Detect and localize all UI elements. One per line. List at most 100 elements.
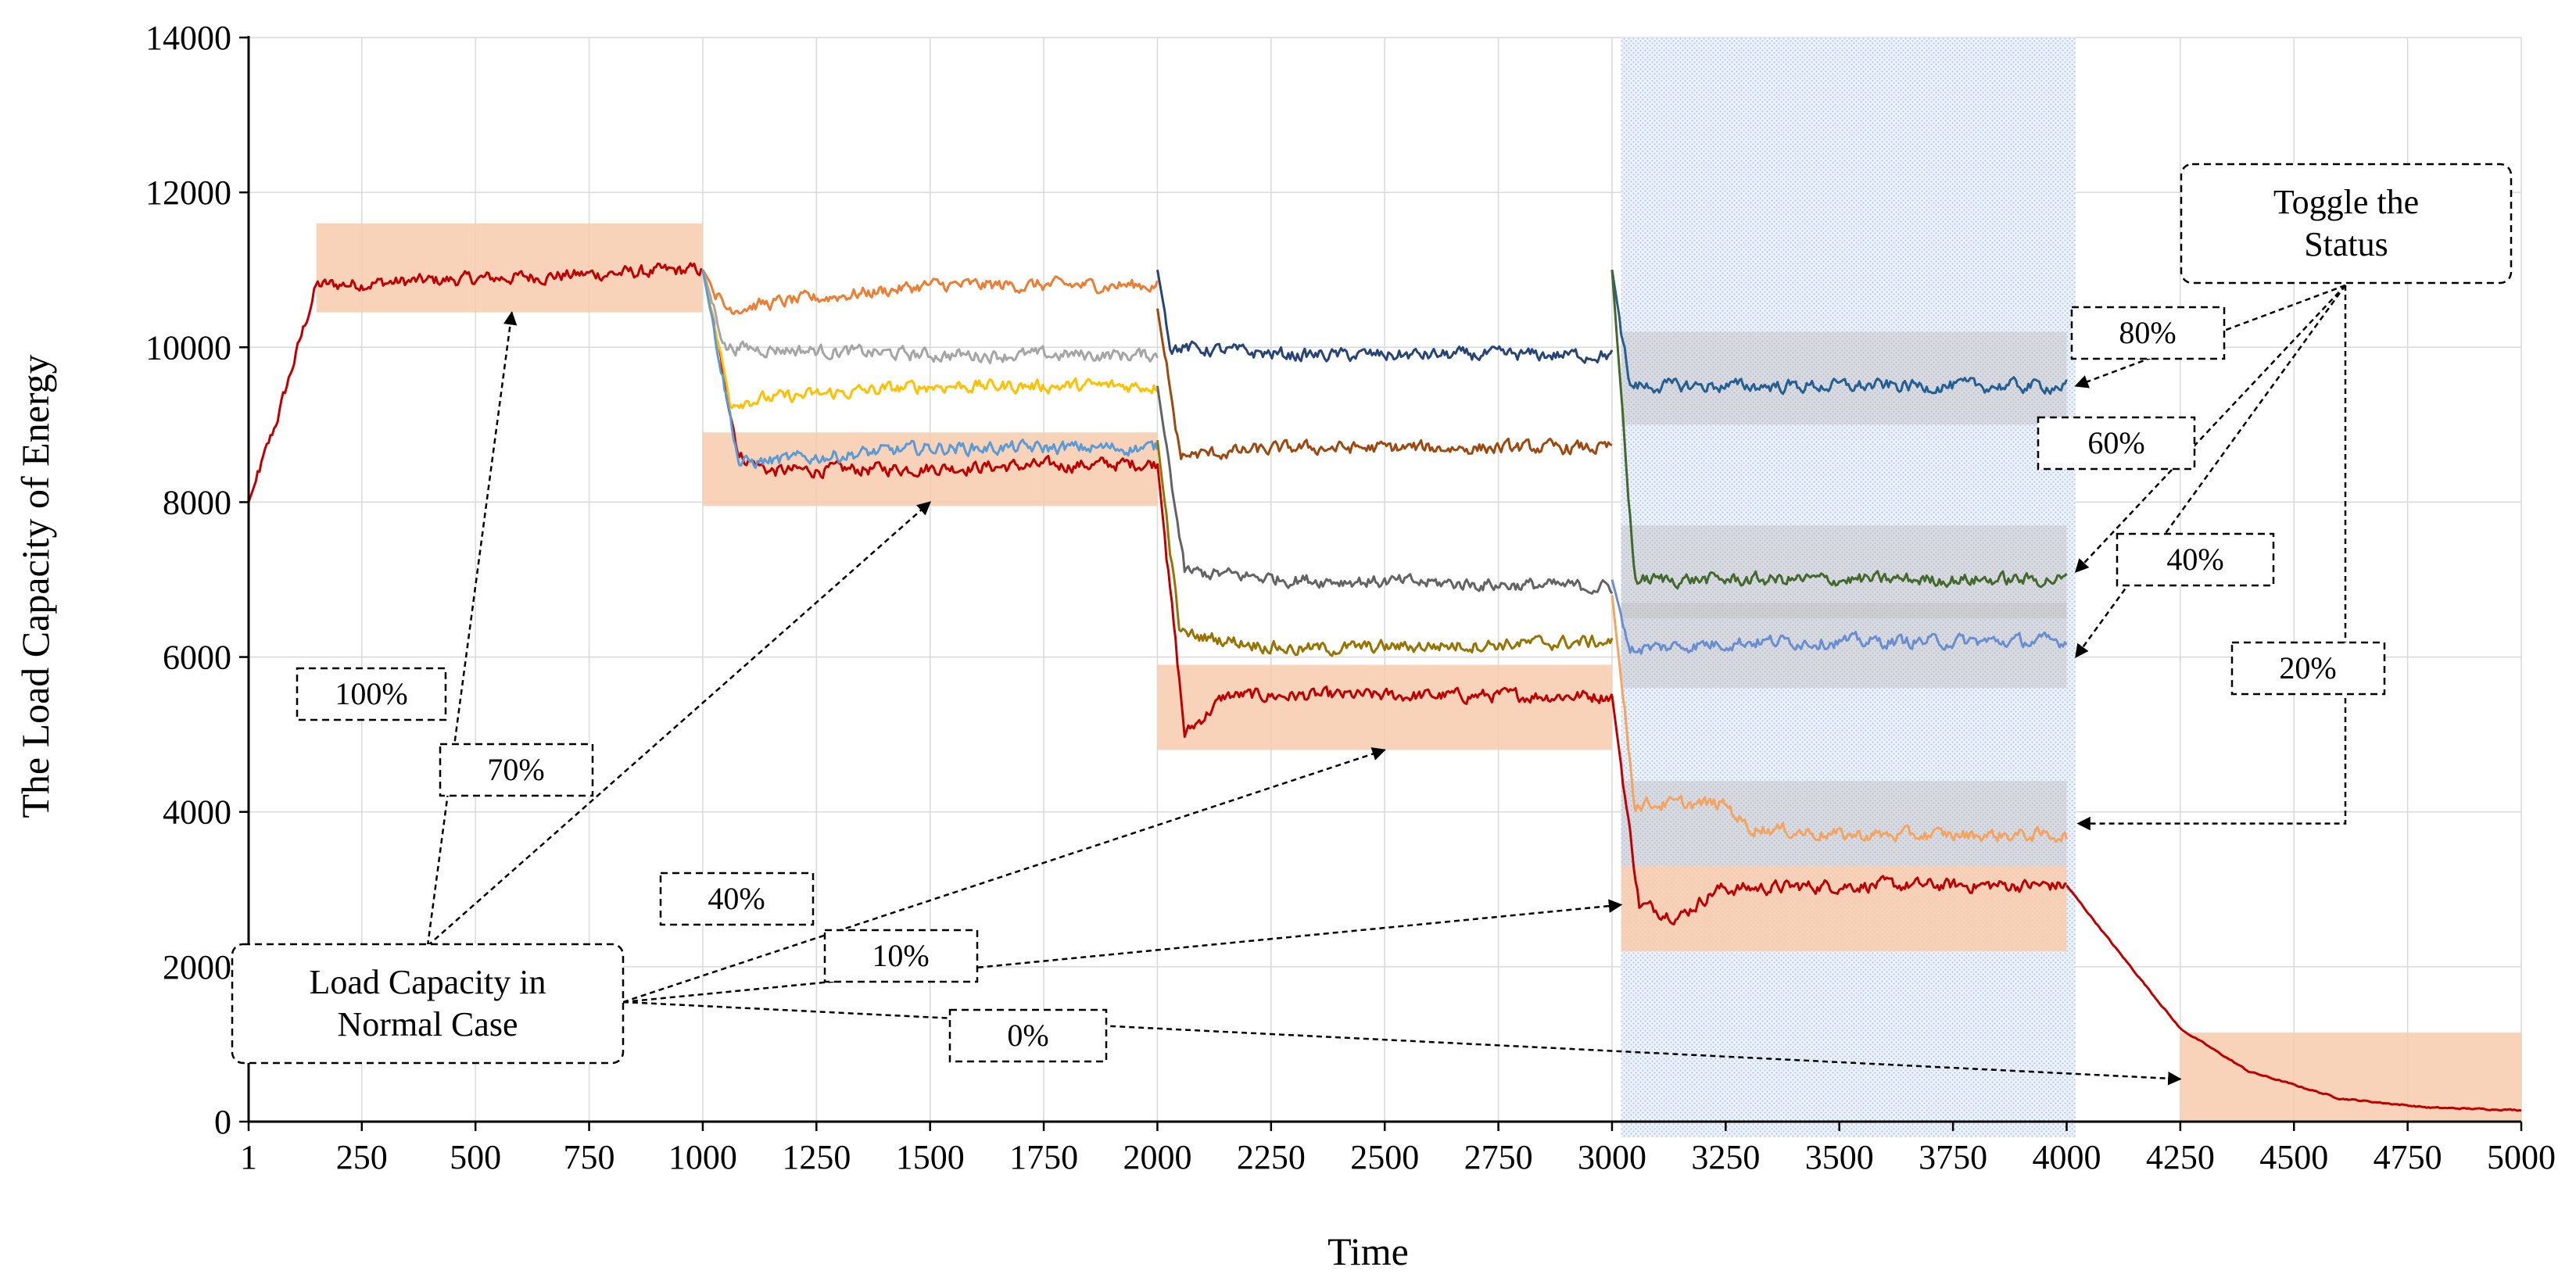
annotation-10-text: 10% [872, 938, 929, 973]
annotation-60: 60% [2037, 416, 2196, 471]
normal-band-0 [2180, 1033, 2521, 1122]
x-tick-label: 3750 [1919, 1138, 1987, 1176]
annotation-arrows [426, 284, 2347, 1086]
series-0 [247, 262, 2522, 1112]
normal-band-100 [316, 223, 703, 313]
annotation-toggle: Toggle the Status [2180, 163, 2513, 285]
normal-band-10 [1621, 866, 2067, 952]
annotation-70-text: 70% [487, 752, 544, 787]
series-11 [1610, 579, 2068, 655]
x-tick-label: 5000 [2487, 1138, 2556, 1176]
series-10 [1610, 270, 2068, 590]
series-8 [1156, 440, 1614, 657]
series-7-segment-0 [1156, 385, 1614, 595]
series-0-segment-2 [1156, 463, 1614, 739]
arrow-to-20 [2076, 285, 2347, 831]
annotation-100: 100% [296, 667, 447, 721]
series-12-segment-0 [1610, 595, 2068, 843]
y-tick-label: 14000 [145, 19, 231, 57]
series-4-segment-0 [701, 269, 1159, 470]
x-tick-label: 1750 [1009, 1138, 1078, 1176]
x-axis-title: Time [1327, 1230, 1409, 1273]
arrow-to-40 [622, 747, 1386, 1004]
annotation-0: 0% [948, 1008, 1108, 1063]
x-tick-label: 3250 [1691, 1138, 1760, 1176]
x-tick-label: 250 [336, 1138, 388, 1176]
series-3 [701, 269, 1159, 410]
series-0-segment-4 [2065, 884, 2522, 1112]
series-9-segment-0 [1610, 269, 2068, 396]
x-tick-label: 1000 [668, 1138, 737, 1176]
series-0-segment-3 [1610, 695, 2067, 925]
series-4 [701, 269, 1159, 470]
x-tick-label: 2250 [1237, 1138, 1306, 1176]
annotation-40-normal: 40% [659, 872, 815, 926]
arrow-to-100 [426, 310, 518, 947]
annotation-0-text: 0% [1007, 1018, 1048, 1053]
y-tick-label: 8000 [163, 483, 231, 521]
series-2-segment-0 [701, 269, 1159, 365]
series-0-segment-1 [701, 269, 1159, 479]
toggle-band-40 [1621, 603, 2067, 689]
y-tick-label: 4000 [163, 793, 231, 832]
arrow-to-0 [622, 1000, 2182, 1086]
annotation-toggle-text: Toggle the Status [2273, 183, 2420, 263]
y-tick-label: 12000 [145, 174, 231, 212]
annotation-40-toggle: 40% [2116, 532, 2275, 587]
series-6 [1156, 308, 1613, 460]
highlight-bands [316, 38, 2521, 1137]
axes [239, 36, 2523, 1131]
x-tick-label: 1250 [782, 1138, 851, 1176]
annotation-normal-case: Load Capacity in Normal Case [231, 943, 625, 1065]
series-9 [1610, 269, 2068, 396]
series-8-segment-0 [1156, 440, 1614, 657]
series-5 [1156, 269, 1614, 364]
annotation-40-toggle-text: 40% [2166, 542, 2223, 577]
toggle-band-20 [1621, 781, 2067, 867]
annotation-70: 70% [439, 743, 594, 797]
annotation-80-text: 80% [2119, 315, 2176, 350]
toggle-band-60 [1621, 525, 2067, 619]
x-tick-label: 2750 [1464, 1138, 1533, 1176]
x-tick-label: 4500 [2259, 1138, 2328, 1176]
series-1 [701, 269, 1159, 316]
annotation-60-text: 60% [2087, 425, 2144, 460]
series-0-segment-0 [247, 262, 703, 503]
annotation-100-text: 100% [335, 676, 407, 711]
annotation-20: 20% [2230, 641, 2386, 696]
y-tick-label: 6000 [163, 639, 231, 677]
x-tick-label: 3000 [1578, 1138, 1646, 1176]
series-1-segment-0 [701, 269, 1159, 316]
y-tick-label: 10000 [145, 328, 231, 367]
x-tick-label: 500 [450, 1138, 501, 1176]
series-12 [1610, 595, 2068, 843]
annotation-10: 10% [823, 929, 979, 983]
annotation-80: 80% [2070, 306, 2226, 360]
series-2 [701, 269, 1159, 365]
x-tick-label: 3500 [1805, 1138, 1874, 1176]
toggle-region [1621, 38, 2076, 1137]
y-axis-title: The Load Capacity of Energy [13, 354, 57, 818]
y-tick-label: 0 [214, 1103, 231, 1141]
annotation-20-text: 20% [2279, 650, 2336, 685]
arrow-to-40-toggle [2075, 285, 2347, 658]
annotation-40-normal-text: 40% [708, 881, 765, 916]
series-6-segment-0 [1156, 308, 1613, 460]
x-tick-label: 1 [240, 1138, 257, 1176]
x-tick-label: 2000 [1123, 1138, 1191, 1176]
x-tick-label: 750 [564, 1138, 615, 1176]
arrow-to-70 [427, 501, 932, 947]
y-tick-label: 2000 [163, 948, 231, 986]
series-10-segment-0 [1610, 270, 2068, 590]
series-7 [1156, 385, 1614, 595]
x-tick-label: 4250 [2146, 1138, 2215, 1176]
x-tick-label: 4750 [2374, 1138, 2442, 1176]
x-tick-label: 2500 [1350, 1138, 1419, 1176]
arrow-to-10 [622, 899, 1623, 1004]
normal-band-40 [1157, 664, 1612, 750]
annotation-normal-case-text: Load Capacity in Normal Case [309, 963, 546, 1043]
x-tick-label: 4000 [2032, 1138, 2101, 1176]
x-tick-label: 1500 [896, 1138, 965, 1176]
series-5-segment-0 [1156, 269, 1614, 364]
